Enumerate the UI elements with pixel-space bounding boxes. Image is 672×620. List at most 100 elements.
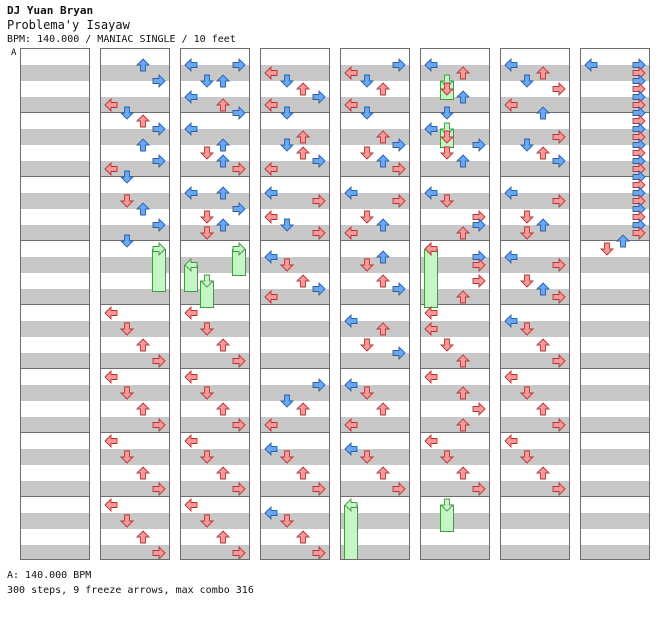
up-arrow <box>536 338 550 352</box>
measure-line <box>501 112 569 113</box>
down-arrow <box>200 386 214 400</box>
down-arrow <box>200 226 214 240</box>
left-arrow <box>264 506 278 520</box>
chart-stats: 300 steps, 9 freeze arrows, max combo 31… <box>7 585 254 596</box>
up-arrow <box>376 250 390 264</box>
measure-line <box>21 496 89 497</box>
chart-column <box>180 48 250 560</box>
down-arrow <box>360 74 374 88</box>
down-arrow <box>280 258 294 272</box>
freeze-arrow-head <box>152 242 166 256</box>
measure-line <box>21 112 89 113</box>
right-arrow <box>392 282 406 296</box>
left-arrow <box>424 306 438 320</box>
left-arrow <box>344 314 358 328</box>
down-arrow <box>600 242 614 256</box>
left-arrow <box>504 250 518 264</box>
down-arrow <box>200 450 214 464</box>
down-arrow <box>120 234 134 248</box>
measure-line <box>261 432 329 433</box>
artist-name: DJ Yuan Bryan <box>7 4 94 17</box>
up-arrow <box>296 466 310 480</box>
measure-line <box>181 432 249 433</box>
measure-line <box>581 112 649 113</box>
measure-line <box>261 368 329 369</box>
bpm-legend: A: 140.000 BPM <box>7 570 92 581</box>
measure-line <box>181 304 249 305</box>
left-arrow <box>344 186 358 200</box>
right-arrow <box>552 418 566 432</box>
measure-line <box>181 496 249 497</box>
up-arrow <box>136 58 150 72</box>
up-arrow <box>216 186 230 200</box>
left-arrow <box>104 306 118 320</box>
right-arrow <box>472 482 486 496</box>
up-arrow <box>376 154 390 168</box>
left-arrow <box>264 186 278 200</box>
right-arrow <box>552 194 566 208</box>
measure-line <box>181 112 249 113</box>
measure-line <box>581 432 649 433</box>
up-arrow <box>456 226 470 240</box>
left-arrow <box>504 58 518 72</box>
measure-line <box>181 368 249 369</box>
right-arrow <box>152 482 166 496</box>
left-arrow <box>504 434 518 448</box>
up-arrow <box>456 418 470 432</box>
chart-column <box>580 48 650 560</box>
measure-line <box>421 304 489 305</box>
down-arrow <box>120 450 134 464</box>
right-arrow <box>392 162 406 176</box>
down-arrow <box>280 394 294 408</box>
chart-column <box>100 48 170 560</box>
chart-column <box>20 48 90 560</box>
measure-line <box>181 240 249 241</box>
up-arrow <box>216 154 230 168</box>
left-arrow <box>184 498 198 512</box>
measure-line <box>21 432 89 433</box>
right-arrow <box>392 482 406 496</box>
up-arrow <box>216 138 230 152</box>
up-arrow <box>376 322 390 336</box>
down-arrow <box>280 74 294 88</box>
chart-column <box>260 48 330 560</box>
up-arrow <box>536 282 550 296</box>
up-arrow <box>376 82 390 96</box>
measure-line <box>101 304 169 305</box>
left-arrow <box>264 290 278 304</box>
freeze-arrow-head <box>440 498 454 512</box>
up-arrow <box>216 74 230 88</box>
right-arrow <box>312 282 326 296</box>
up-arrow <box>216 530 230 544</box>
down-arrow <box>360 106 374 120</box>
left-arrow <box>424 322 438 336</box>
chart-column <box>340 48 410 560</box>
up-arrow <box>296 274 310 288</box>
measure-line <box>581 304 649 305</box>
measure-line <box>21 368 89 369</box>
freeze-arrow-head <box>344 498 358 512</box>
down-arrow <box>440 146 454 160</box>
down-arrow <box>120 170 134 184</box>
down-arrow <box>280 218 294 232</box>
left-arrow <box>184 90 198 104</box>
left-arrow <box>344 418 358 432</box>
left-arrow <box>424 370 438 384</box>
right-arrow <box>472 138 486 152</box>
up-arrow <box>536 466 550 480</box>
measure-line <box>101 432 169 433</box>
measure-line <box>261 112 329 113</box>
right-arrow <box>552 258 566 272</box>
up-arrow <box>376 466 390 480</box>
left-arrow <box>184 58 198 72</box>
measure-line <box>101 112 169 113</box>
right-arrow <box>312 194 326 208</box>
right-arrow <box>232 482 246 496</box>
up-arrow <box>296 130 310 144</box>
measure-line <box>21 240 89 241</box>
freeze-arrow-head <box>232 242 246 256</box>
freeze-arrow-head <box>200 274 214 288</box>
left-arrow <box>344 98 358 112</box>
measure-line <box>341 112 409 113</box>
measure-line <box>181 176 249 177</box>
